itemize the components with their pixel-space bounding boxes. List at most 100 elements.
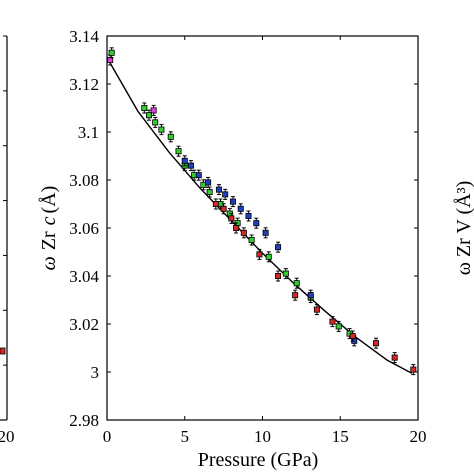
left-panel-ticks: [3, 35, 7, 421]
data-marker: [275, 272, 282, 279]
data-point: [349, 330, 356, 342]
data-point: [253, 217, 260, 229]
x-tick-label: 5: [181, 427, 190, 446]
data-point: [256, 248, 263, 260]
data-marker: [248, 236, 255, 243]
data-point: [275, 270, 282, 282]
data-marker: [175, 148, 182, 155]
data-point: [237, 203, 244, 215]
data-marker: [253, 220, 260, 227]
data-point: [145, 109, 152, 121]
x-tick-label: 15: [332, 427, 349, 446]
data-point: [108, 47, 115, 59]
data-marker: [391, 354, 398, 361]
data-marker: [410, 366, 417, 373]
data-marker: [150, 107, 157, 114]
data-point: [346, 328, 353, 340]
data-marker: [158, 126, 165, 133]
data-point: [220, 203, 227, 215]
x-tick-label: 20: [410, 427, 427, 446]
data-marker: [293, 280, 300, 287]
data-marker: [237, 205, 244, 212]
data-marker: [335, 323, 342, 330]
data-point: [262, 227, 269, 239]
data-point: [329, 316, 336, 328]
y-tick-label: 3.1: [78, 123, 99, 142]
data-point: [373, 337, 380, 349]
data-marker: [167, 133, 174, 140]
data-marker: [206, 188, 213, 195]
plot-frame: [106, 35, 419, 421]
data-point: [248, 234, 255, 246]
data-marker: [228, 215, 235, 222]
data-point: [391, 352, 398, 364]
data-marker: [145, 112, 152, 119]
x-tick-label: 10: [254, 427, 271, 446]
y-axis-label-unit: (Å): [38, 186, 60, 214]
data-point: [195, 169, 202, 181]
data-marker: [240, 229, 247, 236]
data-marker: [313, 306, 320, 313]
data-marker: [152, 119, 159, 126]
y-tick-label: 3.06: [69, 219, 99, 238]
fit-curve: [106, 57, 413, 374]
data-point: [222, 188, 229, 200]
x-tick-label: 0: [103, 427, 112, 446]
data-marker: [205, 179, 212, 186]
y-axis-label-variable: c: [38, 216, 60, 225]
y-tick-label: 3: [91, 363, 100, 382]
data-marker: [141, 105, 148, 112]
data-marker: [222, 191, 229, 198]
data-point: [205, 176, 212, 188]
data-marker: [275, 244, 282, 251]
data-point: [158, 124, 165, 136]
x-axis-ticks: 0 5 10 15 20: [103, 36, 427, 446]
data-point: [307, 289, 314, 301]
y-axis-label: ω Zr c (Å): [38, 186, 60, 271]
data-point: [229, 196, 236, 208]
left-panel-data-point: [0, 347, 6, 355]
data-point: [335, 320, 342, 332]
data-point: [282, 268, 289, 280]
data-point: [410, 364, 417, 376]
data-marker: [229, 198, 236, 205]
data-point: [293, 277, 300, 289]
data-marker: [329, 318, 336, 325]
y-tick-label: 3.02: [69, 315, 99, 334]
y-axis-label-text: Zr: [38, 231, 60, 250]
data-marker: [265, 253, 272, 260]
data-point: [152, 116, 159, 128]
y-tick-label: 3.14: [69, 27, 99, 46]
data-point: [292, 289, 299, 301]
data-marker: [245, 212, 252, 219]
data-marker: [282, 270, 289, 277]
data-marker: [181, 157, 188, 164]
data-marker: [262, 229, 269, 236]
y-tick-label: 3.12: [69, 75, 99, 94]
data-marker: [307, 292, 314, 299]
x-axis-label: Pressure (GPa): [198, 449, 319, 471]
data-marker: [220, 205, 227, 212]
data-point: [240, 227, 247, 239]
data-point: [175, 145, 182, 157]
data-point: [313, 304, 320, 316]
data-marker: [256, 251, 263, 258]
left-panel-tick-label: 20: [0, 427, 15, 446]
data-marker: [233, 224, 240, 231]
y-axis-label-symbol: ω: [38, 256, 60, 270]
data-marker: [195, 172, 202, 179]
data-point: [212, 198, 219, 210]
data-marker: [212, 200, 219, 207]
main-panel: 0 5 10 15 20 2.98 3 3.02 3.04 3.06 3.08 3.1 3.12 3.1…: [38, 27, 427, 471]
data-point: [275, 241, 282, 253]
data-marker: [373, 340, 380, 347]
data-point: [181, 155, 188, 167]
data-points: [107, 47, 417, 376]
data-marker: [108, 49, 115, 56]
y-axis-ticks: 2.98 3 3.02 3.04 3.06 3.08 3.1 3.12 3.14: [69, 27, 418, 430]
data-point: [200, 179, 207, 191]
y-tick-label: 2.98: [69, 411, 99, 430]
data-marker: [187, 162, 194, 169]
y-tick-label: 3.04: [69, 267, 99, 286]
data-marker: [349, 332, 356, 339]
